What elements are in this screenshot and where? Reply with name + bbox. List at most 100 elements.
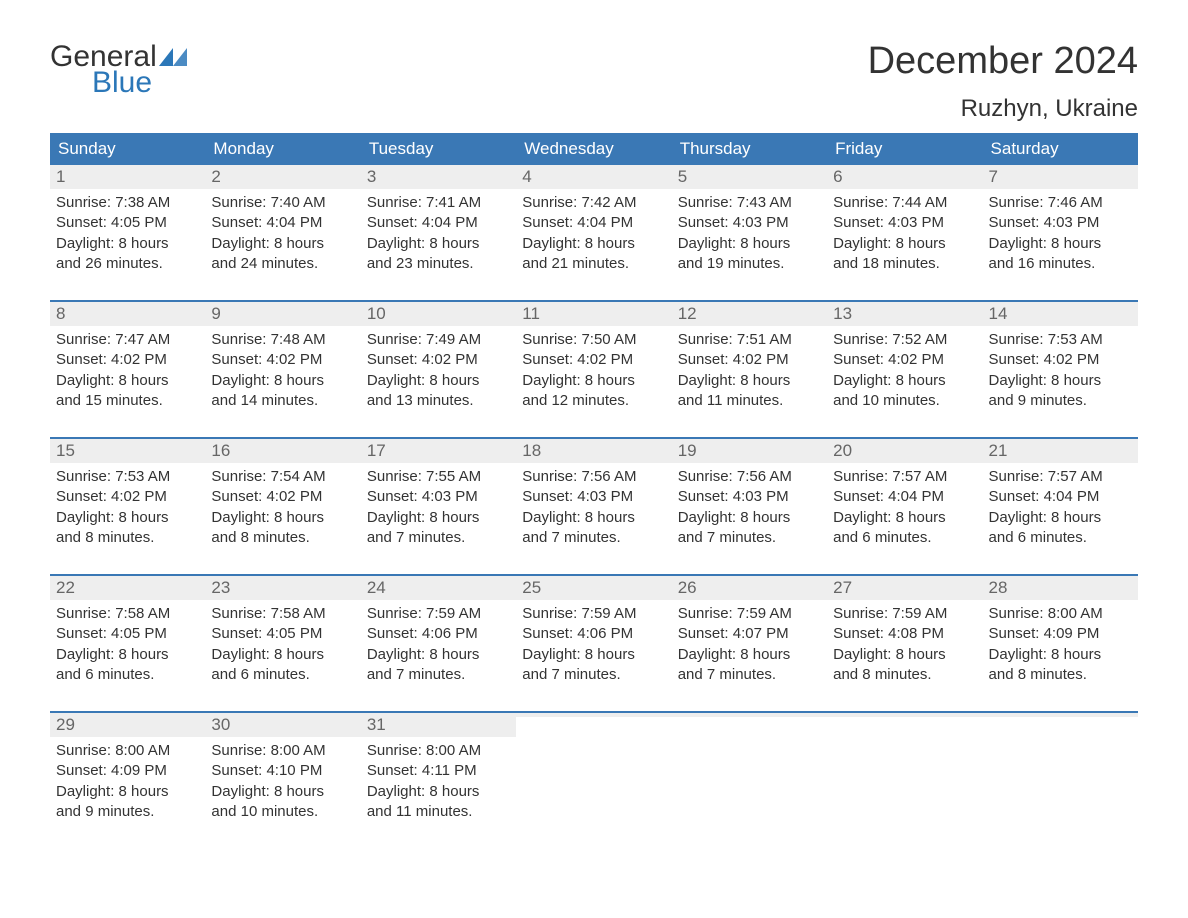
day-number-row: 16 — [205, 439, 360, 463]
day-sunrise-text: Sunrise: 7:51 AM — [678, 330, 821, 350]
day-number: 30 — [211, 715, 230, 734]
weekday-header: Monday — [205, 133, 360, 165]
calendar-day: 31Sunrise: 8:00 AMSunset: 4:11 PMDayligh… — [361, 713, 516, 826]
calendar-day: 16 Sunrise: 7:54 AMSunset: 4:02 PMDayligh… — [205, 439, 360, 552]
day-details: Sunrise: 7:55 AMSunset: 4:03 PMDaylight:… — [361, 463, 516, 552]
day-d1-text: Daylight: 8 hours — [989, 645, 1132, 665]
calendar-day: 2Sunrise: 7:40 AMSunset: 4:04 PMDaylight… — [205, 165, 360, 278]
day-details: Sunrise: 7:50 AMSunset: 4:02 PMDaylight:… — [516, 326, 671, 415]
day-details: Sunrise: 7:59 AMSunset: 4:07 PMDaylight:… — [672, 600, 827, 689]
day-details: Sunrise: 7:51 AMSunset: 4:02 PMDaylight:… — [672, 326, 827, 415]
day-d1-text: Daylight: 8 hours — [522, 645, 665, 665]
day-details: Sunrise: 7:54 AMSunset: 4:02 PMDaylight:… — [205, 463, 360, 552]
day-d1-text: Daylight: 8 hours — [989, 234, 1132, 254]
day-number-row — [516, 713, 671, 717]
weekday-header-row: SundayMondayTuesdayWednesdayThursdayFrid… — [50, 133, 1138, 165]
day-d2-text: and 6 minutes. — [211, 665, 354, 685]
day-d2-text: and 7 minutes. — [367, 528, 510, 548]
day-sunset-text: Sunset: 4:05 PM — [56, 624, 199, 644]
calendar-day: 13Sunrise: 7:52 AMSunset: 4:02 PMDayligh… — [827, 302, 982, 415]
day-number: 16 — [211, 441, 230, 460]
day-d1-text: Daylight: 8 hours — [367, 508, 510, 528]
day-d2-text: and 21 minutes. — [522, 254, 665, 274]
day-d1-text: Daylight: 8 hours — [989, 371, 1132, 391]
day-number-row: 4 — [516, 165, 671, 189]
day-d2-text: and 6 minutes. — [989, 528, 1132, 548]
calendar-day: 8Sunrise: 7:47 AMSunset: 4:02 PMDaylight… — [50, 302, 205, 415]
calendar-day: 11Sunrise: 7:50 AMSunset: 4:02 PMDayligh… — [516, 302, 671, 415]
day-sunset-text: Sunset: 4:03 PM — [522, 487, 665, 507]
day-sunrise-text: Sunrise: 7:52 AM — [833, 330, 976, 350]
day-sunset-text: Sunset: 4:03 PM — [678, 213, 821, 233]
day-number-row — [672, 713, 827, 717]
day-sunrise-text: Sunrise: 7:38 AM — [56, 193, 199, 213]
calendar-week: 29Sunrise: 8:00 AMSunset: 4:09 PMDayligh… — [50, 711, 1138, 826]
day-number: 13 — [833, 304, 852, 323]
day-sunset-text: Sunset: 4:02 PM — [56, 350, 199, 370]
day-d1-text: Daylight: 8 hours — [833, 508, 976, 528]
day-d1-text: Daylight: 8 hours — [56, 508, 199, 528]
day-details: Sunrise: 7:57 AMSunset: 4:04 PMDaylight:… — [827, 463, 982, 552]
day-sunrise-text: Sunrise: 7:54 AM — [211, 467, 354, 487]
day-sunrise-text: Sunrise: 7:57 AM — [833, 467, 976, 487]
day-sunset-text: Sunset: 4:05 PM — [211, 624, 354, 644]
day-sunset-text: Sunset: 4:03 PM — [989, 213, 1132, 233]
calendar-day: 22Sunrise: 7:58 AMSunset: 4:05 PMDayligh… — [50, 576, 205, 689]
day-d2-text: and 13 minutes. — [367, 391, 510, 411]
day-number: 1 — [56, 167, 65, 186]
day-sunset-text: Sunset: 4:03 PM — [367, 487, 510, 507]
day-sunrise-text: Sunrise: 7:48 AM — [211, 330, 354, 350]
day-details: Sunrise: 7:49 AMSunset: 4:02 PMDaylight:… — [361, 326, 516, 415]
day-details: Sunrise: 7:59 AMSunset: 4:08 PMDaylight:… — [827, 600, 982, 689]
day-d2-text: and 6 minutes. — [833, 528, 976, 548]
day-sunset-text: Sunset: 4:03 PM — [833, 213, 976, 233]
day-number-row: 25 — [516, 576, 671, 600]
calendar-day: 18Sunrise: 7:56 AMSunset: 4:03 PMDayligh… — [516, 439, 671, 552]
day-d1-text: Daylight: 8 hours — [56, 234, 199, 254]
day-d1-text: Daylight: 8 hours — [211, 234, 354, 254]
day-number-row: 28 — [983, 576, 1138, 600]
day-number-row: 8 — [50, 302, 205, 326]
day-sunset-text: Sunset: 4:05 PM — [56, 213, 199, 233]
day-d2-text: and 7 minutes. — [522, 528, 665, 548]
calendar-day: 17Sunrise: 7:55 AMSunset: 4:03 PMDayligh… — [361, 439, 516, 552]
day-d2-text: and 7 minutes. — [522, 665, 665, 685]
day-sunset-text: Sunset: 4:06 PM — [522, 624, 665, 644]
day-d2-text: and 9 minutes. — [989, 391, 1132, 411]
day-number-row: 18 — [516, 439, 671, 463]
day-sunset-text: Sunset: 4:04 PM — [211, 213, 354, 233]
day-number: 3 — [367, 167, 376, 186]
day-details: Sunrise: 7:57 AMSunset: 4:04 PMDaylight:… — [983, 463, 1138, 552]
weekday-header: Thursday — [672, 133, 827, 165]
day-number-row: 21 — [983, 439, 1138, 463]
day-details: Sunrise: 7:59 AMSunset: 4:06 PMDaylight:… — [361, 600, 516, 689]
day-number: 5 — [678, 167, 687, 186]
day-sunrise-text: Sunrise: 7:43 AM — [678, 193, 821, 213]
day-sunset-text: Sunset: 4:02 PM — [211, 487, 354, 507]
day-sunrise-text: Sunrise: 7:58 AM — [211, 604, 354, 624]
day-number-row: 3 — [361, 165, 516, 189]
day-number: 18 — [522, 441, 541, 460]
day-sunset-text: Sunset: 4:08 PM — [833, 624, 976, 644]
day-number: 24 — [367, 578, 386, 597]
day-sunrise-text: Sunrise: 7:59 AM — [678, 604, 821, 624]
day-number: 21 — [989, 441, 1008, 460]
day-d2-text: and 6 minutes. — [56, 665, 199, 685]
day-number: 12 — [678, 304, 697, 323]
day-d2-text: and 11 minutes. — [367, 802, 510, 822]
title-block: December 2024 Ruzhyn, Ukraine — [868, 40, 1138, 123]
calendar-day: 20Sunrise: 7:57 AMSunset: 4:04 PMDayligh… — [827, 439, 982, 552]
day-d1-text: Daylight: 8 hours — [833, 371, 976, 391]
day-sunrise-text: Sunrise: 8:00 AM — [211, 741, 354, 761]
calendar-day — [516, 713, 671, 826]
day-number-row: 22 — [50, 576, 205, 600]
calendar-day — [672, 713, 827, 826]
day-sunset-text: Sunset: 4:09 PM — [56, 761, 199, 781]
calendar-day: 15Sunrise: 7:53 AMSunset: 4:02 PMDayligh… — [50, 439, 205, 552]
day-d2-text: and 14 minutes. — [211, 391, 354, 411]
day-number: 8 — [56, 304, 65, 323]
calendar-week: 1Sunrise: 7:38 AMSunset: 4:05 PMDaylight… — [50, 165, 1138, 278]
day-details: Sunrise: 8:00 AMSunset: 4:10 PMDaylight:… — [205, 737, 360, 826]
calendar-day: 1 Sunrise: 7:38 AMSunset: 4:05 PMDaylight… — [50, 165, 205, 278]
day-number: 26 — [678, 578, 697, 597]
